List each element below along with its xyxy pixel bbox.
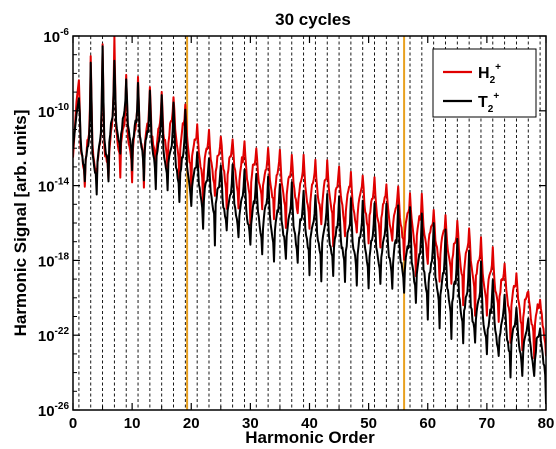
y-tick-label: 10-14	[38, 177, 70, 196]
legend-label: T2+	[478, 91, 499, 115]
legend-box	[432, 48, 537, 118]
y-tick-label: 10-22	[38, 326, 70, 345]
x-tick-label: 0	[69, 415, 77, 432]
legend-label: H2+	[478, 62, 501, 86]
axis-ticks	[72, 35, 547, 411]
y-tick-label: 10-18	[38, 251, 70, 270]
y-tick-label: 10-26	[38, 401, 70, 420]
y-axis-title: Harmonic Signal [arb. units]	[11, 110, 30, 337]
x-tick-label: 50	[360, 415, 377, 432]
x-tick-label: 10	[124, 415, 141, 432]
y-tick-label: 10-6	[43, 27, 69, 46]
x-tick-label: 30	[242, 415, 259, 432]
series-line-t	[73, 45, 546, 405]
chart-title: 30 cycles	[275, 10, 351, 29]
marker-lines	[186, 36, 406, 410]
series-group	[73, 36, 546, 405]
x-tick-label: 20	[183, 415, 200, 432]
x-axis-title: Harmonic Order	[245, 428, 375, 447]
x-tick-label: 40	[301, 415, 318, 432]
x-tick-label: 60	[419, 415, 436, 432]
x-tick-label: 80	[538, 415, 555, 432]
y-tick-labels: 10-6 10-10 10-14 10-18 10-22 10-26	[38, 27, 70, 420]
x-tick-labels: 0 10 20 30 40 50 60 70 80	[69, 415, 555, 432]
y-tick-label: 10-10	[38, 102, 70, 121]
x-tick-label: 70	[479, 415, 496, 432]
legend: H2+T2+	[432, 48, 537, 118]
